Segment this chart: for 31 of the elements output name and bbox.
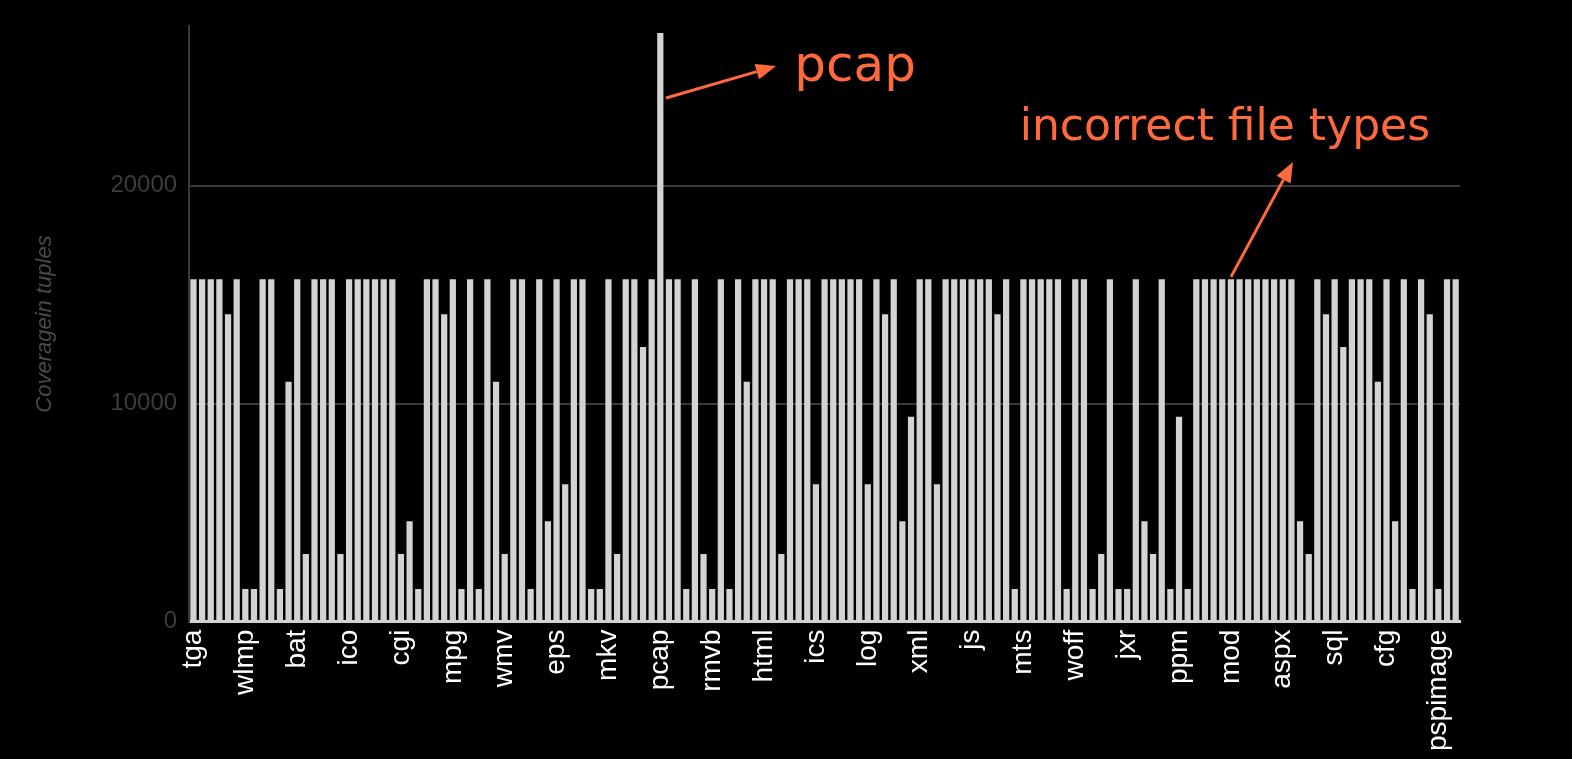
x-tick-label: jxr: [1109, 629, 1141, 661]
x-tick-label: js: [954, 629, 986, 651]
annotation: pcap: [794, 35, 916, 94]
x-tick-label: ppm: [1161, 629, 1193, 685]
x-tick-label: html: [746, 629, 778, 683]
x-tick-label: tga: [176, 629, 208, 669]
x-tick-label: mod: [1213, 629, 1245, 685]
x-tick-label: ico: [331, 629, 363, 666]
x-tick-label: cgi: [383, 629, 415, 666]
x-tick-label: pcap: [643, 629, 675, 691]
x-tick-label: woff: [1058, 629, 1089, 682]
y-tick-label: 10000: [110, 388, 178, 416]
x-tick-label: xml: [902, 629, 934, 674]
x-tick-label: wmv: [487, 629, 519, 689]
y-tick-label: 0: [163, 606, 178, 634]
y-tick-label: 20000: [110, 170, 178, 198]
x-tick-label: ics: [798, 629, 830, 664]
x-tick-label: mpg: [435, 629, 467, 685]
x-tick-label: aspx: [1265, 629, 1297, 689]
x-tick-label: log: [850, 629, 882, 667]
y-axis-title: Coveragein tuples: [31, 235, 57, 413]
x-tick-label: cfg: [1369, 629, 1401, 667]
x-tick-label: eps: [539, 629, 571, 675]
x-tick-label: pspimage: [1421, 629, 1453, 751]
x-tick-label: bat: [279, 629, 311, 669]
x-tick-label: rmvb: [694, 629, 726, 692]
x-tick-label: mts: [1006, 629, 1038, 675]
annotation: incorrect file types: [1019, 98, 1431, 150]
x-tick-label: mkv: [591, 629, 623, 681]
x-tick-label: sql: [1317, 629, 1349, 666]
x-tick-label: wlmp: [228, 629, 260, 696]
